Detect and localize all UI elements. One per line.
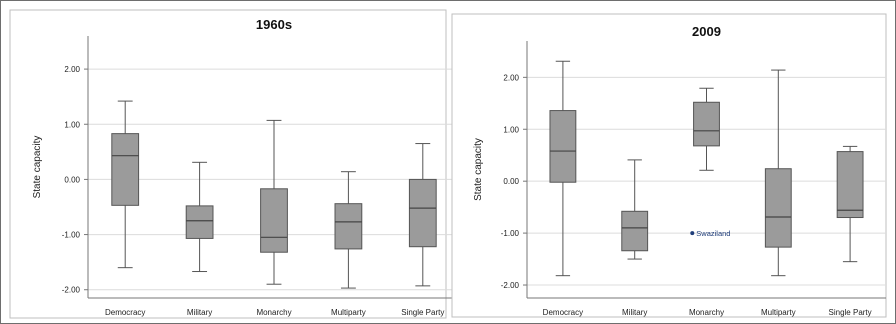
y-tick-label: -1.00 <box>501 229 520 238</box>
iqr-box <box>621 210 649 252</box>
chart-1960s: 1960s State capacity 2.00 1.00 0.00 -1.00 -2.0… <box>9 9 460 319</box>
chart-title: 1960s <box>256 17 292 32</box>
y-tick-label: 1.00 <box>64 120 80 129</box>
y-tick-label: 0.00 <box>64 175 80 184</box>
box-democracy <box>111 100 140 269</box>
category-label: Single Party <box>401 308 444 317</box>
box-monarchy <box>260 119 288 285</box>
y-axis-label: State capacity <box>32 136 43 199</box>
y-tick-label: -1.00 <box>62 231 81 240</box>
y-tick-label: 2.00 <box>64 65 80 74</box>
box-democracy <box>549 60 577 277</box>
category-label: Democracy <box>105 308 145 317</box>
y-tick-label: -2.00 <box>62 286 81 295</box>
iqr-box <box>836 151 864 219</box>
category-label: Single Party <box>829 308 872 317</box>
category-label: Multiparty <box>761 308 796 317</box>
iqr-box <box>111 133 140 206</box>
chart-2009: 2009 State capacity 2.00 1.00 0.00 -1.00 -2.00… <box>451 13 887 318</box>
iqr-box <box>185 205 214 239</box>
iqr-box <box>260 188 288 253</box>
iqr-box <box>549 110 577 183</box>
outlier-point <box>690 231 695 236</box>
category-label: Monarchy <box>689 308 724 317</box>
box-single-party <box>408 143 437 287</box>
iqr-box <box>408 178 437 248</box>
category-label: Military <box>622 308 647 317</box>
iqr-box <box>693 101 720 147</box>
y-tick-label: -2.00 <box>501 281 520 290</box>
chart-title: 2009 <box>692 24 721 39</box>
outlier-label: Swaziland <box>696 229 730 238</box>
box-military <box>185 161 214 273</box>
chart-panel <box>451 13 887 318</box>
y-tick-label: 0.00 <box>503 177 519 186</box>
box-multiparty <box>334 171 363 289</box>
box-multiparty <box>764 69 792 277</box>
y-tick-label: 2.00 <box>503 73 519 82</box>
box-monarchy <box>693 87 720 171</box>
category-label: Monarchy <box>256 308 291 317</box>
y-axis-label: State capacity <box>473 138 484 201</box>
category-label: Multiparty <box>331 308 366 317</box>
iqr-box <box>764 168 792 248</box>
box-military <box>621 159 649 260</box>
category-label: Democracy <box>543 308 583 317</box>
box-single-party <box>836 145 864 263</box>
iqr-box <box>334 203 363 250</box>
chart-panel <box>9 9 447 319</box>
y-tick-label: 1.00 <box>503 125 519 134</box>
category-label: Military <box>187 308 212 317</box>
